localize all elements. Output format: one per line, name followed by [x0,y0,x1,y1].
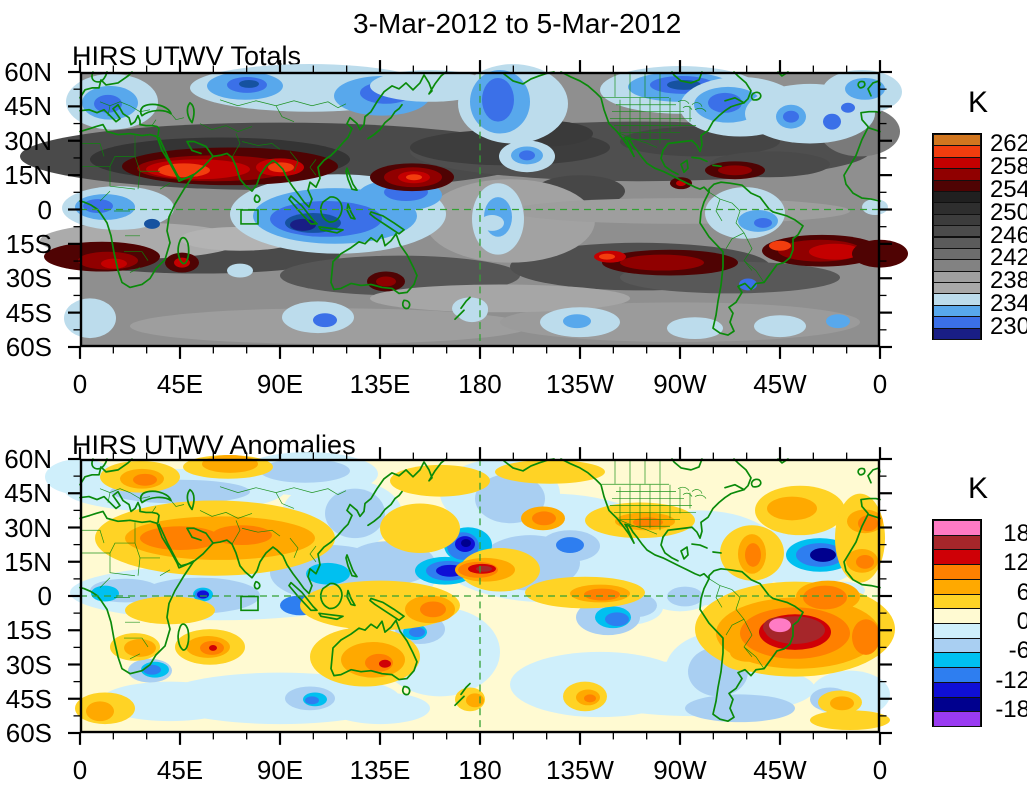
x-axis-label: 135E [349,755,411,785]
x-axis-label: 180 [458,369,502,399]
y-axis-label: 45S [5,297,52,328]
colorbar-tick-label: 238 [989,267,1027,295]
colorbar-tick-label: 250 [989,198,1027,226]
y-axis-label: 15S [5,228,52,259]
contour-field-totals [20,64,908,347]
colorbar-tick-label: 262 [989,130,1027,158]
colorbar-segment [933,608,981,624]
x-axis-label: 90E [256,369,304,399]
colorbar-segment [933,696,981,713]
x-axis-label: 90W [653,755,707,785]
x-axis-label: 0 [872,369,888,399]
colorbar-tick-label: 254 [989,175,1027,203]
x-axis-label: 45W [753,369,807,399]
x-axis-label: 45E [156,369,204,399]
x-axis-label: 0 [72,755,88,785]
axis-ticks-totals [68,60,892,359]
colorbar-tick-label: 12 [1003,549,1027,577]
colorbar-anomalies [932,519,982,727]
figure-title: 3-Mar-2012 to 5-Mar-2012 [353,8,682,39]
colorbar-tick-label: 258 [989,153,1027,181]
colorbar-segment [933,578,981,595]
colorbar-tick-label: 18 [1003,519,1027,547]
y-axis-label: 30S [5,649,52,680]
y-axis-label: 60N [4,57,52,87]
y-axis-label: 15N [4,160,52,191]
y-axis-label: 60S [5,718,52,748]
map-anomalies [45,447,895,745]
colorbar-tick-label: 242 [989,244,1027,272]
colorbar-title-totals: K [967,86,988,119]
colorbar-segment [933,711,981,727]
y-axis-label: 15S [5,615,52,646]
y-axis-label: 60N [4,444,52,474]
colorbar-tick-label: -18 [995,696,1027,724]
map-frame [79,458,881,734]
colorbar-tick-label: 246 [989,221,1027,249]
x-axis-label: 45E [156,755,204,785]
y-axis-label: 0 [37,581,52,611]
colorbar-title-anomalies: K [967,472,988,505]
x-axis-label: 90W [653,369,707,399]
x-axis-label: 0 [72,369,88,399]
colorbar-segment [933,549,981,566]
colorbar-tick-label: 234 [989,289,1027,317]
colorbar-tick-label: -6 [1008,637,1027,665]
y-axis-label: 45N [4,478,52,509]
colorbar-segment [933,534,981,551]
map-totals [20,60,908,359]
x-axis-label: 135W [546,755,614,785]
y-axis-label: 60S [5,332,52,362]
x-axis-label: 0 [872,755,888,785]
map-frame [79,71,881,348]
colorbar-segment [933,681,981,698]
y-axis-label: 30S [5,263,52,294]
colorbar-segment [933,652,981,669]
x-axis-label: 180 [458,755,502,785]
y-axis-label: 45N [4,91,52,122]
axis-ticks-anomalies [68,447,892,745]
colorbar-tick-label: -12 [995,666,1027,694]
x-axis-label: 135E [349,369,411,399]
colorbar-segment [933,667,981,683]
x-axis-label: 135W [546,369,614,399]
y-axis-label: 0 [37,194,52,225]
colorbar-tick-label: 6 [1016,578,1027,606]
colorbar-segment [933,564,981,580]
colorbar-segment [933,593,981,610]
colorbar-segment [933,637,981,654]
colorbar-tick-label: 230 [989,312,1027,340]
colorbar-segment [933,327,981,340]
colorbar-segment [933,623,981,639]
colorbar-segment [933,520,981,536]
x-axis-label: 90E [256,755,304,785]
colorbar-totals [932,133,982,340]
colorbar-tick-label: 0 [1016,608,1027,635]
y-axis-label: 45S [5,683,52,714]
y-axis-label: 15N [4,546,52,577]
x-axis-label: 45W [753,755,807,785]
y-axis-label: 30N [4,125,52,156]
y-axis-label: 30N [4,512,52,543]
